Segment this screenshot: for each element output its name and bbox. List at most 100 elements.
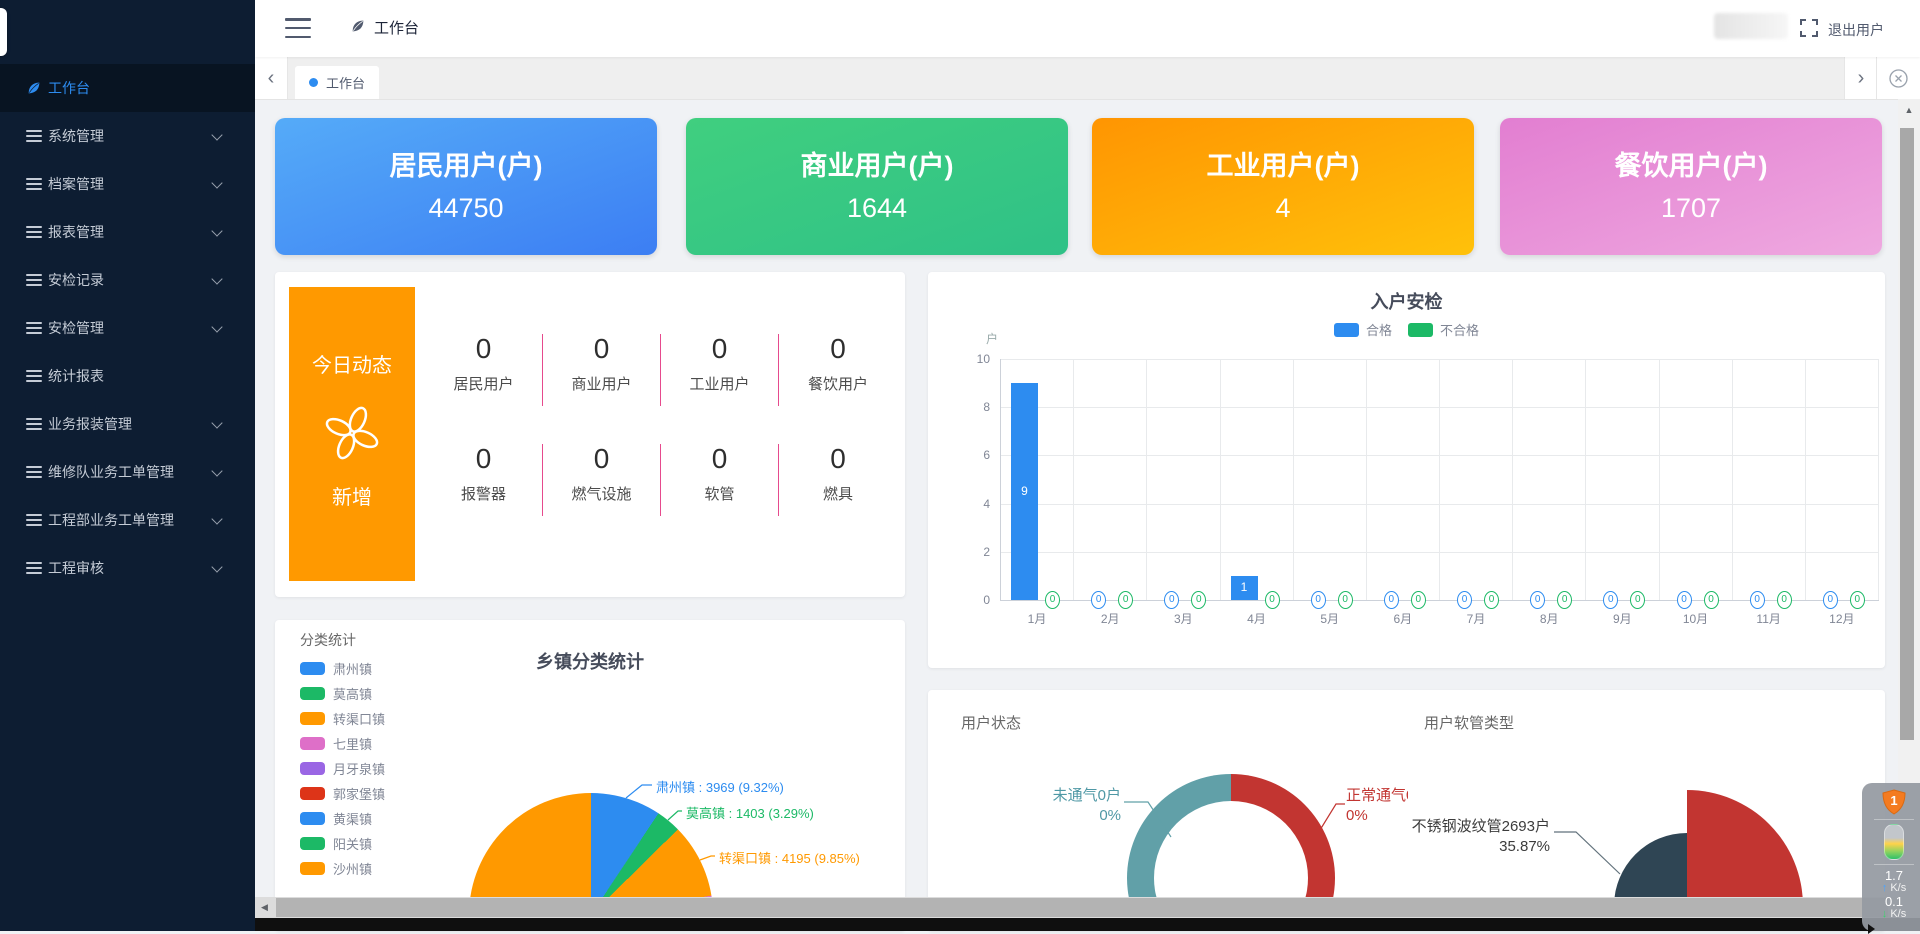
sidebar-item[interactable]: 安检管理 <box>0 304 255 352</box>
logout-button[interactable]: 退出用户 <box>1828 22 1884 38</box>
legend-label: 七里镇 <box>333 736 373 752</box>
sidebar-item-label: 维修队业务工单管理 <box>48 464 174 480</box>
stat-card: 工业用户(户) 4 <box>1092 118 1474 255</box>
sidebar-item-label: 报表管理 <box>48 224 104 240</box>
up-arrow-icon: ↑ <box>1881 882 1888 894</box>
stat-label: 居民用户 <box>453 376 514 393</box>
legend-item[interactable]: 合格 <box>1333 320 1392 339</box>
zero-marker: 0 <box>1118 591 1134 609</box>
today-stat-cell: 0 报警器 <box>425 444 543 516</box>
menu-icon-bar <box>26 231 42 233</box>
legend-item[interactable]: 月牙泉镇 <box>300 758 385 778</box>
shield-icon[interactable]: 1 <box>1882 789 1906 815</box>
sidebar-item[interactable]: 工程审核 <box>0 544 255 592</box>
stat-card-value: 44750 <box>428 193 504 223</box>
expand-arrow-icon[interactable] <box>1868 924 1875 934</box>
sidebar-item[interactable]: 系统管理 <box>0 112 255 160</box>
sidebar-item[interactable]: 档案管理 <box>0 160 255 208</box>
legend-item[interactable]: 黄渠镇 <box>300 808 385 828</box>
vertical-scroll-thumb[interactable] <box>1900 128 1914 740</box>
legend-item[interactable]: 转渠口镇 <box>300 708 385 728</box>
menu-icon-bar <box>26 274 42 276</box>
tab-scroll-right-icon[interactable]: › <box>1844 57 1877 99</box>
sidebar-item[interactable]: 工程部业务工单管理 <box>0 496 255 544</box>
legend-swatch <box>300 736 325 750</box>
legend-item[interactable]: 七里镇 <box>300 733 385 753</box>
sidebar-item[interactable]: 维修队业务工单管理 <box>0 448 255 496</box>
net-speed-widget[interactable]: 1 1.7 ↑ K/s 0.1 ↓ K/s <box>1862 783 1920 934</box>
sidebar: 工作台系统管理档案管理报表管理安检记录 安检管理 统计报表 业务报装管理维修队业务工单… <box>0 0 255 931</box>
gridline <box>1146 359 1148 600</box>
close-all-tabs-icon[interactable] <box>1876 57 1920 99</box>
stat-card-title: 商业用户(户) <box>800 151 954 181</box>
pie-callout-label: 莫高镇 : 1403 (3.29%) <box>686 806 814 821</box>
zero-marker: 0 <box>1264 591 1280 609</box>
legend-item[interactable]: 郭家堡镇 <box>300 783 385 803</box>
zero-marker: 0 <box>1310 591 1326 609</box>
menu-icon-bar <box>26 380 42 382</box>
x-tick-label: 2月 <box>1100 612 1120 626</box>
callout-line: 不锈钢波纹管2693户 <box>1411 818 1550 835</box>
sidebar-menu: 工作台系统管理档案管理报表管理安检记录 安检管理 统计报表 业务报装管理维修队业务工单… <box>0 64 255 592</box>
today-subtitle: 新增 <box>332 487 372 509</box>
legend-label: 肃州镇 <box>333 661 373 677</box>
sidebar-item[interactable]: 业务报装管理 <box>0 400 255 448</box>
menu-icon-bar <box>26 471 42 473</box>
legend-item[interactable]: 肃州镇 <box>300 658 385 678</box>
sidebar-item[interactable]: 安检记录 <box>0 256 255 304</box>
sidebar-item-label: 工程审核 <box>48 560 104 576</box>
chevron-down-icon <box>211 176 223 189</box>
chart-title: 乡镇分类统计 <box>536 652 644 672</box>
menu-icon <box>26 272 42 288</box>
legend-item[interactable]: 沙州镇 <box>300 858 385 878</box>
collapse-menu-icon[interactable] <box>285 18 311 38</box>
sidebar-item-label: 工作台 <box>48 80 90 96</box>
menu-icon-bar <box>26 130 42 132</box>
callout-line: 35.87% <box>1499 838 1550 855</box>
legend-item[interactable]: 不合格 <box>1408 320 1479 339</box>
legend-item[interactable]: 阳关镇 <box>300 833 385 853</box>
chart-title: 用户状态 <box>961 715 1022 732</box>
x-tick-label: 3月 <box>1173 612 1193 626</box>
leader-line <box>699 855 715 861</box>
gridline <box>1512 359 1514 600</box>
menu-icon-bar <box>26 279 42 281</box>
sidebar-item-label: 档案管理 <box>48 176 104 192</box>
menu-icon-bar <box>26 567 42 569</box>
menu-icon-bar <box>26 423 42 425</box>
sidebar-item[interactable]: 统计报表 <box>0 352 255 400</box>
zero-marker: 0 <box>1603 591 1619 609</box>
scroll-left-icon[interactable]: ◀ <box>261 902 268 912</box>
legend-swatch <box>300 811 325 825</box>
legend-item[interactable]: 莫高镇 <box>300 683 385 703</box>
stat-card: 居民用户(户) 44750 <box>275 118 657 255</box>
sidebar-item[interactable]: 工作台 <box>0 64 255 112</box>
tab-scroll-left-icon[interactable]: ‹ <box>255 57 288 99</box>
menu-icon-bar <box>26 178 42 180</box>
download-unit: ↓ K/s <box>1881 908 1907 920</box>
horizontal-scrollbar[interactable]: ◀ <box>255 897 1898 918</box>
tab-workbench[interactable]: 工作台 <box>295 66 380 99</box>
page-title: 工作台 <box>374 20 420 37</box>
hose-type-chart: 用户软管类型 不锈钢波纹管2693户 35.87% <box>1408 690 1885 931</box>
stat-label: 软管 <box>704 486 735 503</box>
horizontal-scroll-thumb[interactable] <box>276 898 1888 917</box>
stat-label: 燃具 <box>822 486 853 503</box>
zero-marker: 0 <box>1530 591 1546 609</box>
stat-label: 工业用户 <box>689 376 750 393</box>
vertical-scrollbar[interactable]: ▲ <box>1898 99 1920 931</box>
menu-icon-bar <box>26 183 42 185</box>
menu-icon-bar <box>26 428 42 430</box>
stat-card: 商业用户(户) 1644 <box>686 118 1068 255</box>
fullscreen-icon[interactable] <box>1800 19 1818 37</box>
gridline <box>1001 455 1879 457</box>
scroll-up-icon[interactable]: ▲ <box>1904 105 1914 115</box>
x-tick-label: 9月 <box>1612 612 1632 626</box>
legend-swatch <box>300 711 325 725</box>
menu-icon <box>26 416 42 432</box>
sidebar-item[interactable]: 报表管理 <box>0 208 255 256</box>
x-tick-label: 8月 <box>1539 612 1559 626</box>
battery-pill-icon[interactable] <box>1884 824 1904 860</box>
edge-overlay-handle[interactable] <box>0 8 7 56</box>
